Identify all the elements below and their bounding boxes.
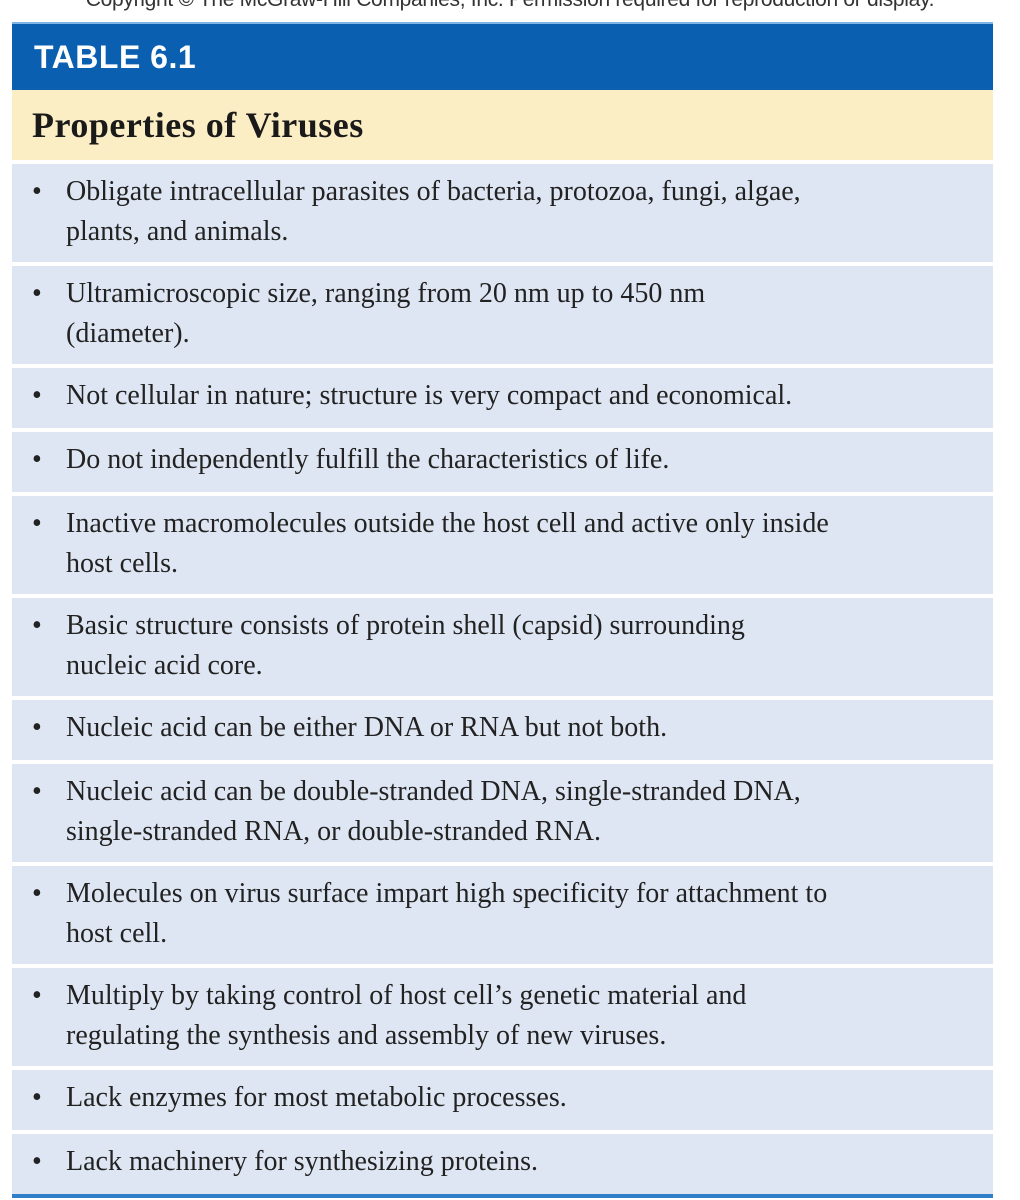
bullet-icon: • [32, 508, 42, 539]
row-text-line: Obligate intracellular parasites of bact… [66, 176, 801, 207]
bullet-icon: • [32, 176, 42, 207]
row-text-line: Molecules on virus surface impart high s… [66, 878, 828, 909]
table-row: • Nucleic acid can be double-stranded DNA… [12, 764, 993, 862]
properties-table: TABLE 6.1 Properties of Viruses • Obligat… [12, 22, 993, 1198]
table-header-bar: TABLE 6.1 [12, 22, 993, 90]
row-text-line: (diameter). [66, 318, 190, 349]
row-text-line: Lack machinery for synthesizing proteins… [66, 1146, 538, 1177]
row-text-line: nucleic acid core. [66, 650, 263, 681]
table-row: • Molecules on virus surface impart high … [12, 866, 993, 964]
bullet-icon: • [32, 610, 42, 641]
row-text-line: Not cellular in nature; structure is ver… [66, 380, 793, 411]
table-bottom-rule [12, 1194, 993, 1198]
bullet-icon: • [32, 776, 42, 807]
bullet-icon: • [32, 1146, 42, 1177]
bullet-icon: • [32, 878, 42, 909]
bullet-icon: • [32, 380, 42, 411]
row-text-line: Multiply by taking control of host cell’… [66, 980, 747, 1011]
bullet-icon: • [32, 712, 42, 743]
row-text-line: Nucleic acid can be either DNA or RNA bu… [66, 712, 668, 743]
bullet-icon: • [32, 1082, 42, 1113]
row-text-line: regulating the synthesis and assembly of… [66, 1020, 667, 1051]
table-row: • Inactive macromolecules outside the hos… [12, 496, 993, 594]
table-row: • Basic structure consists of protein she… [12, 598, 993, 696]
bullet-icon: • [32, 444, 42, 475]
row-text-line: Lack enzymes for most metabolic processe… [66, 1082, 567, 1113]
table-row: • Lack machinery for synthesizing protein… [12, 1134, 993, 1194]
table-row: • Multiply by taking control of host cell… [12, 968, 993, 1066]
table-label: TABLE 6.1 [34, 38, 197, 75]
copyright-notice: Copyright © The McGraw-Hill Companies, I… [0, 0, 1020, 12]
row-text-line: Ultramicroscopic size, ranging from 20 n… [66, 278, 706, 309]
row-text-line: host cell. [66, 918, 168, 949]
row-text-line: Basic structure consists of protein shel… [66, 610, 745, 641]
table-rows: • Obligate intracellular parasites of bac… [12, 164, 993, 1194]
row-text-line: single-stranded RNA, or double-stranded … [66, 816, 602, 847]
table-row: • Do not independently fulfill the charac… [12, 432, 993, 492]
table-row: • Nucleic acid can be either DNA or RNA b… [12, 700, 993, 760]
row-text-line: Inactive macromolecules outside the host… [66, 508, 829, 539]
table-title-bar: Properties of Viruses [12, 90, 993, 160]
row-text-line: Do not independently fulfill the charact… [66, 444, 670, 475]
table-row: • Obligate intracellular parasites of bac… [12, 164, 993, 262]
table-row: • Not cellular in nature; structure is ve… [12, 368, 993, 428]
table-row: • Ultramicroscopic size, ranging from 20 … [12, 266, 993, 364]
bullet-icon: • [32, 278, 42, 309]
table-title: Properties of Viruses [32, 105, 364, 145]
row-text-line: Nucleic acid can be double-stranded DNA,… [66, 776, 801, 807]
row-text-line: host cells. [66, 548, 178, 579]
bullet-icon: • [32, 980, 42, 1011]
row-text-line: plants, and animals. [66, 216, 289, 247]
table-row: • Lack enzymes for most metabolic process… [12, 1070, 993, 1130]
